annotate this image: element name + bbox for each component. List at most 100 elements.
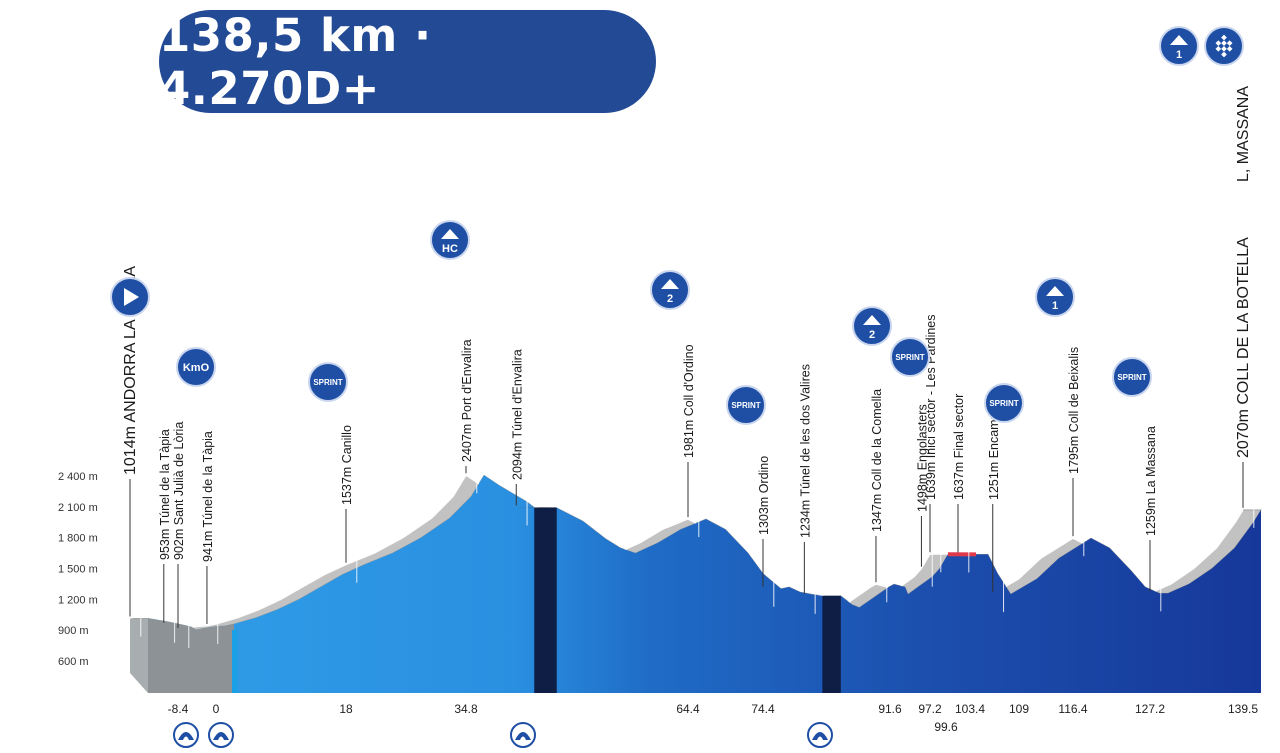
climb-badge: 1 — [1159, 26, 1199, 66]
badge-circle — [650, 270, 690, 310]
sprint-badge: SPRINT — [726, 385, 766, 425]
waypoint-label: 902m Sant Julià de Lòria — [172, 422, 186, 560]
waypoint: 1259m La Massana — [1144, 426, 1162, 612]
climb-badge: 1 — [1035, 277, 1075, 317]
waypoint: 1498m Engolasters — [915, 404, 933, 587]
climb-badge: 2 — [852, 306, 892, 346]
sprint-badge: SPRINT — [890, 337, 930, 377]
waypoint-label: 1251m Encamp — [987, 412, 1001, 500]
y-tick-label: 2 100 m — [58, 502, 98, 514]
waypoint-label: 1303m Ordino — [757, 456, 771, 535]
sprint-badge: SPRINT — [984, 383, 1024, 423]
profile-side-wall — [130, 618, 148, 693]
tunnel-segment — [534, 507, 557, 693]
km0-line — [232, 630, 237, 693]
x-tick-label: 74.4 — [751, 702, 775, 716]
waypoint: 2070m COLL DE LA BOTELLA — [1235, 237, 1255, 528]
mountain-icon — [863, 315, 881, 325]
waypoint-label: 1981m Coll d'Ordino — [682, 344, 696, 458]
mountain-icon — [441, 229, 459, 239]
waypoint: 1795m Coll de Beixalis — [1067, 347, 1085, 557]
waypoint-label: 2407m Port d'Envalira — [460, 339, 474, 462]
waypoint: 941m Túnel de la Tàpia — [201, 431, 219, 644]
x-tick-label: 127.2 — [1135, 702, 1165, 716]
tunnel-segment — [822, 595, 841, 693]
x-tick-label: 97.2 — [918, 702, 942, 716]
waypoint-label: 1639m Inici sector - Les Pardines — [924, 314, 938, 500]
badge-circle — [984, 383, 1024, 423]
finish-badge — [1204, 26, 1244, 66]
waypoint: 1303m Ordino — [757, 456, 775, 607]
waypoint-label: 1347m Coll de la Comella — [870, 389, 884, 532]
climb-category: 1 — [1052, 300, 1058, 312]
waypoint: 1347m Coll de la Comella — [870, 389, 888, 603]
profile-front-face — [148, 475, 1261, 693]
x-tick-label: -8.4 — [168, 702, 189, 716]
mountain-icon — [1046, 286, 1064, 296]
tunnel-icon — [173, 722, 199, 748]
neutral-section — [148, 618, 234, 693]
waypoint: 1234m Túnel de les dos Valires — [798, 364, 816, 614]
sprint-label: SPRINT — [731, 401, 760, 410]
x-tick-label: 103.4 — [955, 702, 985, 716]
tunnel-icon — [807, 722, 833, 748]
waypoint-label: 2070m COLL DE LA BOTELLA — [1235, 237, 1252, 458]
x-tick-label: 34.8 — [454, 702, 478, 716]
climb-category: 1 — [1176, 49, 1182, 61]
y-tick-label: 600 m — [58, 656, 89, 668]
y-axis: 2 400 m 2 100 m 1 800 m 1 500 m 1 200 m 900 m… — [58, 471, 98, 668]
waypoint: 1637m Final sector — [952, 394, 970, 573]
profile-area — [129, 474, 1262, 693]
waypoint-label: 1259m La Massana — [1144, 426, 1158, 536]
waypoint-label: 941m Túnel de la Tàpia — [201, 431, 215, 562]
waypoint: 2094m Túnel d'Envalira — [510, 349, 528, 526]
sprint-badge: SPRINT — [1112, 357, 1152, 397]
waypoint: 902m Sant Julià de Lòria — [172, 422, 190, 648]
x-tick-label: 0 — [213, 702, 220, 716]
y-tick-label: 2 400 m — [58, 471, 98, 483]
checkered-flag-icon — [1215, 34, 1233, 58]
category-badges: KmO SPRINT HC 2 SPRINT 2 SPRINT SPRINT 1 SPRINT 1 — [110, 26, 1244, 425]
badge-circle — [176, 347, 216, 387]
climb-category: 2 — [869, 329, 875, 341]
x-tick-label: 91.6 — [878, 702, 902, 716]
waypoint: 2407m Port d'Envalira — [460, 339, 478, 494]
badge-circle — [1035, 277, 1075, 317]
badge-circle — [726, 385, 766, 425]
waypoint-label: 953m Túnel de la Tàpia — [158, 429, 172, 560]
y-tick-label: 1 500 m — [58, 564, 98, 576]
y-tick-label: 1 200 m — [58, 594, 98, 606]
waypoint-label: 1537m Canillo — [340, 425, 354, 505]
play-icon — [124, 288, 139, 306]
waypoint: 1251m Encamp — [987, 412, 1005, 613]
climb-badge: HC — [430, 220, 470, 260]
waypoint-label: 1234m Túnel de les dos Valires — [798, 364, 812, 538]
sprint-label: SPRINT — [1117, 373, 1146, 382]
km0-label: KmO — [183, 362, 210, 374]
x-tick-label: 64.4 — [676, 702, 700, 716]
waypoint: 1981m Coll d'Ordino — [682, 344, 700, 538]
badge-circle — [430, 220, 470, 260]
waypoint: 1014m ANDORRA LA VELLA — [122, 266, 142, 637]
climb-badge: 2 — [650, 270, 690, 310]
x-tick-label: 18 — [339, 702, 353, 716]
waypoint: 953m Túnel de la Tàpia — [158, 429, 176, 643]
badge-circle — [308, 362, 348, 402]
badge-circle — [1112, 357, 1152, 397]
climb-category: HC — [442, 243, 458, 255]
sprint-label: SPRINT — [313, 378, 342, 387]
x-tick-label: 116.4 — [1058, 702, 1087, 716]
mountain-icon — [661, 279, 679, 289]
waypoint-label: 1498m Engolasters — [915, 404, 929, 512]
tunnel-markers — [173, 722, 833, 748]
waypoint-label: 2094m Túnel d'Envalira — [510, 349, 524, 480]
y-tick-label: 1 800 m — [58, 533, 98, 545]
sprint-label: SPRINT — [895, 353, 924, 362]
tunnel-icon — [208, 722, 234, 748]
climb-category: 2 — [667, 293, 673, 305]
mountain-icon — [1170, 35, 1188, 45]
badge-circle — [852, 306, 892, 346]
waypoint-label: 1637m Final sector — [952, 394, 966, 500]
x-axis: -8.4 0 18 34.8 64.4 74.4 91.6 97.2 99.6 103.4 109 1… — [168, 702, 1259, 734]
